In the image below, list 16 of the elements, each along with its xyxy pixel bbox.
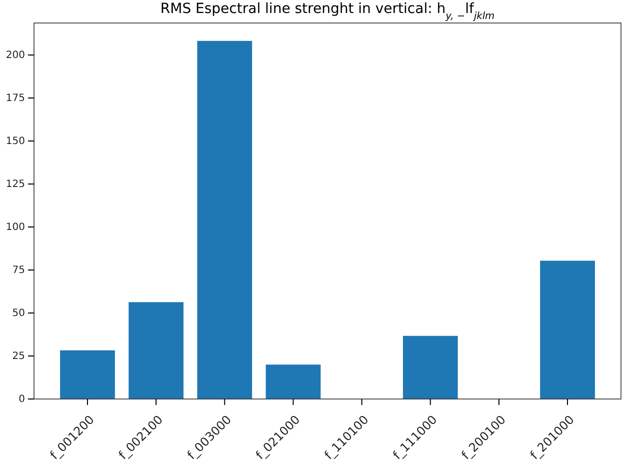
bar: [402, 336, 458, 399]
y-tick-label: 125: [6, 179, 25, 190]
bar: [266, 364, 321, 399]
bar: [540, 260, 595, 399]
y-tick-label: 50: [12, 308, 25, 320]
bar: [197, 40, 252, 399]
bar: [60, 350, 115, 399]
y-tick-label: 0: [18, 394, 25, 406]
y-tick-label: 175: [6, 93, 25, 104]
bar: [128, 302, 184, 399]
y-tick-label: 200: [6, 50, 25, 62]
y-tick-label: 150: [6, 136, 25, 148]
y-tick-label: 75: [12, 265, 25, 276]
y-tick-label: 25: [12, 351, 25, 362]
y-tick-label: 100: [6, 222, 25, 234]
chart-title: RMS Espectral line strenght in vertical: h$_{y, −}$lf$_{jklm}$: [160, 1, 495, 22]
